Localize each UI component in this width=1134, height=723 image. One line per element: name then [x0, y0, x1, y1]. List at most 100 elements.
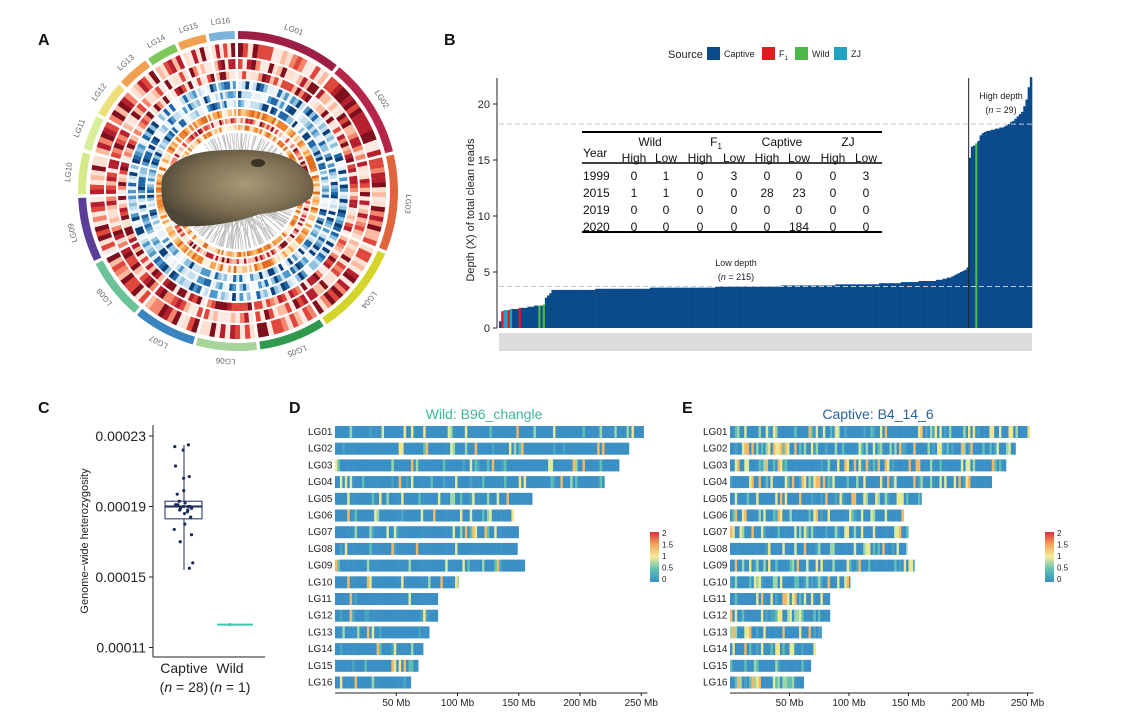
heat-cell	[889, 542, 893, 555]
colorbar-tick-label: 0	[662, 575, 667, 584]
heat-cell	[455, 509, 458, 522]
circos-cell	[168, 270, 177, 279]
heat-cell	[794, 593, 797, 605]
circos-cell	[137, 121, 147, 130]
heat-cell	[521, 459, 524, 472]
heat-cell	[403, 459, 407, 472]
heat-cell	[337, 626, 341, 639]
circos-cell	[303, 225, 312, 231]
heat-cell	[875, 426, 878, 438]
circos-cell	[345, 128, 357, 137]
heat-cell	[839, 576, 843, 589]
bar-captive	[876, 284, 880, 328]
circos-cell	[330, 231, 340, 238]
circos-cell	[300, 269, 308, 279]
bar-captive	[898, 283, 902, 328]
circos-cell	[270, 47, 280, 63]
heat-cell	[944, 426, 947, 438]
circos-cell	[345, 157, 355, 164]
heat-cell	[467, 542, 470, 555]
heat-cell	[386, 559, 390, 572]
heat-cell	[562, 476, 566, 489]
circos-cell	[371, 196, 386, 203]
circos-cell	[255, 60, 262, 71]
heat-cell	[357, 659, 360, 672]
table-cell: 0	[863, 186, 870, 200]
circos-cell	[294, 149, 300, 155]
heat-cell	[342, 442, 345, 455]
bar-captive	[568, 289, 572, 328]
heat-cell	[560, 459, 564, 472]
heat-cell	[474, 559, 478, 572]
heat-cell	[418, 442, 421, 455]
heat-cell	[484, 542, 488, 555]
heat-cell	[865, 492, 869, 505]
circos-cell	[219, 92, 224, 100]
bar-captive	[892, 283, 895, 328]
heat-cell	[872, 559, 876, 572]
heat-cell	[741, 509, 745, 522]
circos-cell	[321, 276, 332, 287]
heat-cell	[420, 626, 424, 639]
circos-cell	[90, 205, 106, 213]
circos-cell	[95, 146, 111, 156]
circos-cell	[236, 251, 239, 257]
heat-cell	[815, 609, 819, 622]
heat-cell	[856, 542, 859, 555]
circos-cell	[188, 136, 194, 142]
heat-cell	[359, 609, 363, 622]
circos-cell	[276, 78, 284, 88]
circos-cell	[147, 180, 155, 185]
heat-cell	[808, 609, 812, 622]
heat-cell	[741, 442, 745, 455]
heat-cell	[775, 609, 778, 622]
heat-cell	[734, 442, 738, 455]
heat-cell	[898, 559, 902, 572]
heat-cell	[737, 509, 740, 522]
heat-cell	[398, 609, 402, 622]
heat-cell	[789, 676, 793, 689]
heat-cell	[418, 476, 421, 489]
colorbar-tick-label: 0.5	[662, 564, 674, 573]
heat-cell	[366, 459, 370, 472]
heat-cell	[440, 492, 443, 505]
circos-cell	[359, 196, 370, 202]
heat-cell	[420, 609, 424, 622]
heat-cell	[832, 526, 835, 539]
heat-cell	[775, 576, 778, 589]
heat-cell	[922, 426, 926, 438]
heat-cell	[477, 476, 480, 489]
circos-cell	[268, 258, 275, 266]
circos-cell	[312, 191, 320, 195]
heat-cell	[732, 459, 735, 472]
heat-cell	[415, 559, 419, 572]
heat-cell	[548, 476, 551, 489]
circos-cell	[220, 126, 224, 133]
circos-cell	[330, 122, 340, 131]
circos-cell	[332, 126, 342, 135]
heat-cell	[406, 492, 409, 505]
circos-cell	[289, 155, 295, 161]
heat-cell	[361, 609, 365, 622]
heat-cell	[970, 459, 973, 472]
circos-cell	[131, 242, 141, 250]
heat-cell	[737, 542, 740, 555]
heat-cell	[739, 593, 743, 605]
circos-cell	[152, 239, 161, 246]
circos-cell	[90, 201, 105, 208]
circos-cell	[222, 91, 227, 100]
heat-cell	[763, 576, 766, 589]
heat-cell	[901, 559, 904, 572]
circos-cell	[279, 282, 287, 292]
heat-cell	[808, 643, 812, 656]
circos-cell	[242, 292, 248, 301]
heat-cell	[459, 542, 463, 555]
heat-cell	[825, 593, 828, 605]
heat-cell	[763, 542, 766, 555]
heat-cell	[582, 476, 586, 489]
bar-captive	[726, 286, 729, 328]
circos-cell	[285, 149, 292, 155]
circos-cell	[175, 54, 186, 70]
heat-cell	[410, 476, 414, 489]
heat-cell	[744, 576, 747, 589]
